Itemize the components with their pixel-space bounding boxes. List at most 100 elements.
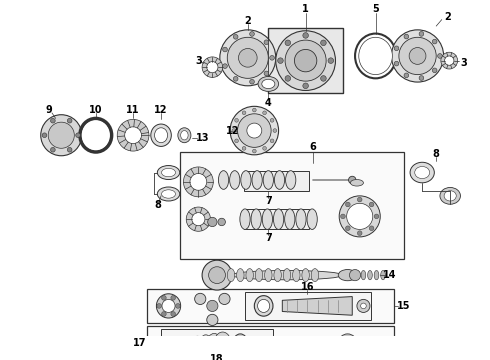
Circle shape (264, 71, 269, 76)
Ellipse shape (361, 270, 366, 280)
Circle shape (303, 33, 308, 38)
Ellipse shape (338, 270, 357, 281)
Circle shape (171, 312, 175, 316)
Circle shape (444, 56, 454, 65)
Ellipse shape (162, 168, 175, 177)
Circle shape (303, 83, 308, 89)
Circle shape (409, 48, 426, 64)
Ellipse shape (251, 209, 261, 229)
Ellipse shape (313, 338, 322, 349)
Circle shape (235, 139, 239, 143)
Circle shape (270, 139, 274, 143)
Circle shape (230, 106, 279, 155)
Circle shape (349, 270, 361, 281)
Circle shape (235, 118, 239, 122)
Ellipse shape (265, 269, 272, 282)
Ellipse shape (254, 296, 273, 316)
Ellipse shape (286, 171, 296, 189)
Circle shape (42, 133, 47, 138)
Text: 8: 8 (433, 149, 440, 159)
Circle shape (285, 40, 326, 81)
Circle shape (441, 52, 458, 69)
Circle shape (320, 76, 326, 81)
Bar (269, 28, 343, 93)
Circle shape (273, 129, 277, 132)
Text: 10: 10 (89, 105, 102, 115)
Text: 13: 13 (196, 133, 210, 143)
Text: 18: 18 (210, 354, 224, 360)
Ellipse shape (240, 209, 250, 229)
Circle shape (264, 40, 269, 45)
Ellipse shape (315, 340, 320, 346)
Circle shape (207, 62, 218, 73)
Circle shape (207, 300, 218, 311)
Ellipse shape (263, 171, 273, 189)
Circle shape (341, 214, 345, 219)
Circle shape (320, 40, 326, 46)
Circle shape (285, 76, 291, 81)
Circle shape (202, 260, 232, 290)
Circle shape (242, 147, 246, 150)
Circle shape (250, 79, 254, 84)
Ellipse shape (193, 336, 202, 350)
Text: 2: 2 (444, 12, 451, 22)
Circle shape (41, 115, 82, 156)
Circle shape (276, 31, 336, 90)
Circle shape (208, 217, 217, 227)
Bar (180, 152, 404, 259)
Circle shape (357, 197, 362, 202)
Circle shape (369, 202, 374, 207)
Circle shape (419, 76, 424, 80)
Circle shape (270, 55, 274, 60)
Circle shape (117, 120, 149, 151)
Circle shape (171, 341, 176, 346)
Circle shape (233, 35, 238, 39)
Ellipse shape (415, 166, 430, 179)
Ellipse shape (363, 337, 366, 350)
Ellipse shape (285, 209, 295, 229)
Ellipse shape (162, 190, 175, 198)
Circle shape (294, 49, 317, 72)
Circle shape (238, 114, 271, 147)
Ellipse shape (200, 335, 212, 352)
Circle shape (219, 293, 230, 305)
Ellipse shape (219, 171, 229, 189)
Text: 11: 11 (126, 105, 140, 115)
Ellipse shape (307, 209, 318, 229)
Ellipse shape (262, 79, 275, 89)
Ellipse shape (227, 269, 235, 282)
Circle shape (162, 300, 175, 312)
Circle shape (156, 294, 181, 318)
Circle shape (326, 339, 334, 347)
Ellipse shape (274, 269, 281, 282)
Circle shape (76, 133, 80, 138)
Ellipse shape (258, 76, 279, 91)
Ellipse shape (374, 270, 379, 280)
Ellipse shape (273, 209, 284, 229)
Circle shape (192, 213, 205, 226)
Ellipse shape (440, 188, 461, 204)
Circle shape (357, 300, 370, 312)
Circle shape (404, 73, 409, 78)
Ellipse shape (181, 131, 188, 140)
Ellipse shape (207, 333, 221, 353)
Text: 6: 6 (310, 142, 317, 152)
Ellipse shape (83, 121, 109, 149)
Ellipse shape (274, 171, 285, 189)
Ellipse shape (262, 209, 272, 229)
Circle shape (374, 214, 379, 219)
Circle shape (301, 338, 310, 348)
Ellipse shape (311, 269, 318, 282)
Text: 15: 15 (397, 301, 410, 311)
Circle shape (233, 76, 238, 81)
Circle shape (438, 54, 442, 58)
Circle shape (48, 122, 74, 148)
Ellipse shape (355, 33, 396, 78)
Circle shape (183, 167, 213, 197)
Bar (161, 329, 273, 357)
Circle shape (369, 226, 374, 230)
Ellipse shape (237, 269, 244, 282)
Text: 12: 12 (154, 105, 168, 115)
Circle shape (404, 34, 409, 39)
Ellipse shape (376, 337, 380, 350)
